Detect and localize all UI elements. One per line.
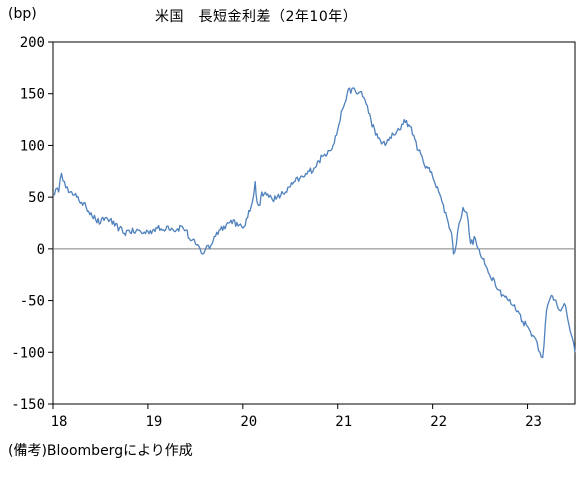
x-tick-label: 23: [525, 414, 542, 430]
x-tick-label: 19: [145, 414, 162, 430]
series-layer: [52, 87, 576, 359]
y-tick-label: 50: [28, 190, 45, 206]
x-axis: 18 19 20 21 22 23: [51, 404, 542, 430]
y-tick-label: 0: [37, 242, 45, 258]
y-axis: 200 150 100 50 0 -50 -100 -150: [11, 35, 53, 413]
x-tick-label: 18: [51, 414, 68, 430]
y-tick-label: -150: [11, 397, 45, 413]
x-tick-label: 21: [335, 414, 352, 430]
source-note: (備考)Bloombergにより作成: [8, 443, 193, 459]
x-tick-label: 20: [240, 414, 257, 430]
y-tick-label: 100: [20, 138, 45, 154]
y-tick-label: 150: [20, 87, 45, 103]
y-axis-unit-label: (bp): [8, 6, 37, 22]
series-line: [52, 87, 576, 359]
chart-title: 米国 長短金利差（2年10年）: [155, 9, 358, 25]
y-tick-label: -50: [20, 294, 45, 310]
x-tick-label: 22: [430, 414, 447, 430]
y-tick-label: 200: [20, 35, 45, 51]
plot-area: [52, 41, 576, 405]
y-tick-label: -100: [11, 345, 45, 361]
chart: 200 150 100 50 0 -50 -100 -150 18 19 20 21 22 23: [11, 35, 576, 430]
